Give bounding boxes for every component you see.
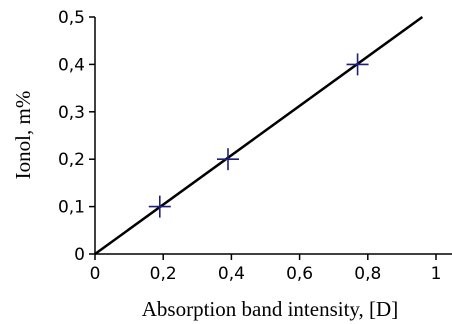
- x-tick-label: 1: [431, 264, 442, 284]
- y-tick-label: 0: [74, 245, 85, 265]
- data-point-marker: [216, 148, 239, 171]
- y-tick-label: 0,2: [58, 150, 85, 170]
- data-point-marker: [346, 53, 369, 76]
- y-tick-label: 0,3: [58, 103, 85, 123]
- x-tick-label: 0,4: [218, 264, 245, 284]
- fit-line: [94, 15, 424, 256]
- y-tick-label: 0,1: [58, 198, 85, 218]
- y-tick-label: 0,4: [58, 55, 85, 75]
- x-tick-label: 0,2: [150, 264, 177, 284]
- y-axis-ticks: 0 0,1 0,2 0,3 0,4 0,5: [58, 8, 95, 265]
- x-axis-ticks: 0 0,2 0,4 0,6 0,8 1: [90, 254, 442, 284]
- fit-line-group: [94, 15, 424, 256]
- y-axis-title: Ionol, m%: [11, 91, 35, 180]
- y-tick-label: 0,5: [58, 8, 85, 28]
- x-tick-label: 0,6: [286, 264, 313, 284]
- data-points: [148, 53, 369, 218]
- data-point-marker: [148, 195, 171, 218]
- x-tick-label: 0,8: [354, 264, 381, 284]
- x-tick-label: 0: [90, 264, 101, 284]
- x-axis-title: Absorption band intensity, [D]: [142, 297, 398, 321]
